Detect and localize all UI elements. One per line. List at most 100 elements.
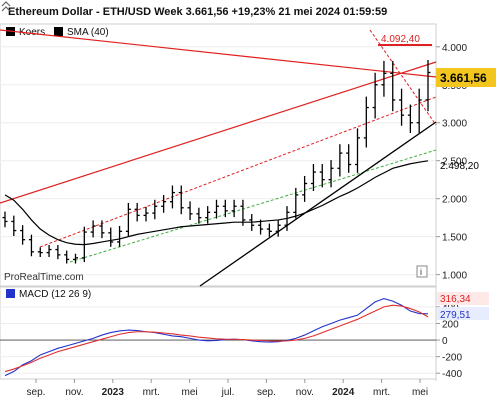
signal-value-badge — [437, 307, 489, 320]
price-bar — [222, 199, 228, 218]
x-tick-label: 2023 — [102, 387, 125, 398]
last-price-badge — [436, 68, 496, 87]
header-bar — [0, 0, 500, 22]
price-bar — [266, 223, 272, 237]
price-bar — [28, 234, 34, 257]
price-bar — [64, 250, 70, 264]
price-tick-label: 2.000 — [442, 195, 467, 206]
macd-value-badge — [437, 292, 489, 305]
price-bar — [310, 164, 316, 191]
price-bar — [258, 219, 264, 235]
svg-text:i: i — [420, 267, 422, 277]
price-tick-label: 1.000 — [442, 271, 467, 282]
last-price-label: 3.661,56 — [440, 71, 487, 85]
chart-title: Ethereum Dollar - ETH/USD Week 3.661,56 … — [8, 6, 387, 18]
x-tick-label: mei — [412, 387, 428, 398]
price-bar — [231, 199, 237, 218]
x-tick-label: mrt. — [143, 387, 160, 398]
price-bar — [37, 247, 43, 257]
price-tick-label: 4.000 — [442, 43, 467, 54]
price-bar — [11, 215, 17, 236]
legend-koers-label: Koers — [19, 27, 45, 38]
macd-line — [4, 298, 429, 377]
price-bar — [407, 104, 413, 133]
price-bar — [284, 206, 290, 231]
price-bars — [2, 59, 431, 264]
lower-trend-line — [69, 149, 437, 263]
price-bar — [152, 199, 158, 220]
downtrend-line — [369, 29, 437, 126]
macd-tick-label: -400 — [442, 369, 462, 380]
sma-line-group — [4, 160, 429, 246]
price-grid — [0, 46, 436, 276]
price-bar — [355, 128, 360, 173]
price-bar — [372, 72, 378, 119]
price-bar — [90, 220, 96, 238]
price-bar — [346, 144, 352, 173]
x-tick-label: mrt. — [373, 387, 390, 398]
x-tick-label: nov. — [65, 387, 83, 398]
price-tick-label: 3.000 — [442, 119, 467, 130]
watermark: ProRealTime.com — [4, 272, 84, 283]
price-bar — [214, 199, 219, 219]
x-tick-label: 2024 — [332, 387, 355, 398]
sma-line — [4, 160, 429, 246]
macd-lines — [4, 298, 429, 377]
price-bar — [249, 214, 255, 231]
price-bar — [275, 219, 281, 237]
price-bar — [2, 211, 8, 228]
sma-swatch — [54, 27, 63, 36]
trend-lines — [0, 29, 437, 287]
legend-sma-label: SMA (40) — [67, 27, 109, 38]
price-bar — [399, 88, 405, 126]
price-bar — [390, 60, 396, 112]
price-bar — [319, 164, 325, 188]
price-bar — [81, 226, 87, 263]
info-icon[interactable]: i — [416, 265, 428, 278]
price-bar — [363, 96, 369, 148]
high-label: 4.092,40 — [381, 34, 420, 45]
price-bar — [328, 160, 334, 188]
price-bar — [302, 175, 308, 202]
price-bar — [425, 59, 431, 112]
collapse-icon[interactable] — [1, 1, 11, 12]
price-bar — [20, 225, 26, 245]
price-bar — [99, 220, 105, 239]
price-bar — [293, 187, 299, 219]
x-axis: sep. nov. 2023 mrt. mei jul. sep. nov. 2024 mrt. m… — [27, 379, 428, 398]
price-panel-frame — [0, 23, 437, 287]
upper-trend-line — [0, 61, 437, 204]
price-bar — [381, 60, 387, 97]
price-bar — [134, 202, 140, 222]
price-bar — [187, 201, 193, 221]
x-tick-label: nov. — [296, 387, 314, 398]
resistance-line — [0, 29, 437, 78]
price-bar — [161, 195, 167, 213]
macd-tick-label: 0 — [442, 336, 448, 347]
price-bar — [117, 225, 123, 247]
price-tick-label: 2.500 — [442, 157, 467, 168]
macd-tick-label: 200 — [442, 319, 459, 330]
price-bar — [240, 199, 246, 226]
price-tick-label: 1.500 — [442, 233, 467, 244]
sma-value-label: 2.498,20 — [440, 161, 479, 172]
price-bar — [169, 185, 175, 209]
signal-line — [4, 304, 429, 373]
price-bar — [125, 202, 131, 237]
x-tick-label: mei — [182, 387, 198, 398]
price-bar — [416, 88, 422, 133]
support-line — [199, 121, 437, 287]
macd-panel-frame — [0, 286, 437, 380]
price-bar — [196, 207, 202, 224]
mid-trend-line — [39, 96, 437, 248]
price-bar — [143, 206, 149, 222]
price-bar — [178, 185, 184, 215]
x-tick-label: jul. — [221, 387, 235, 398]
price-bar — [205, 206, 211, 224]
macd-swatch — [6, 289, 15, 298]
x-tick-label: sep. — [27, 387, 46, 398]
price-bar — [55, 245, 61, 260]
price-bar — [46, 245, 52, 257]
